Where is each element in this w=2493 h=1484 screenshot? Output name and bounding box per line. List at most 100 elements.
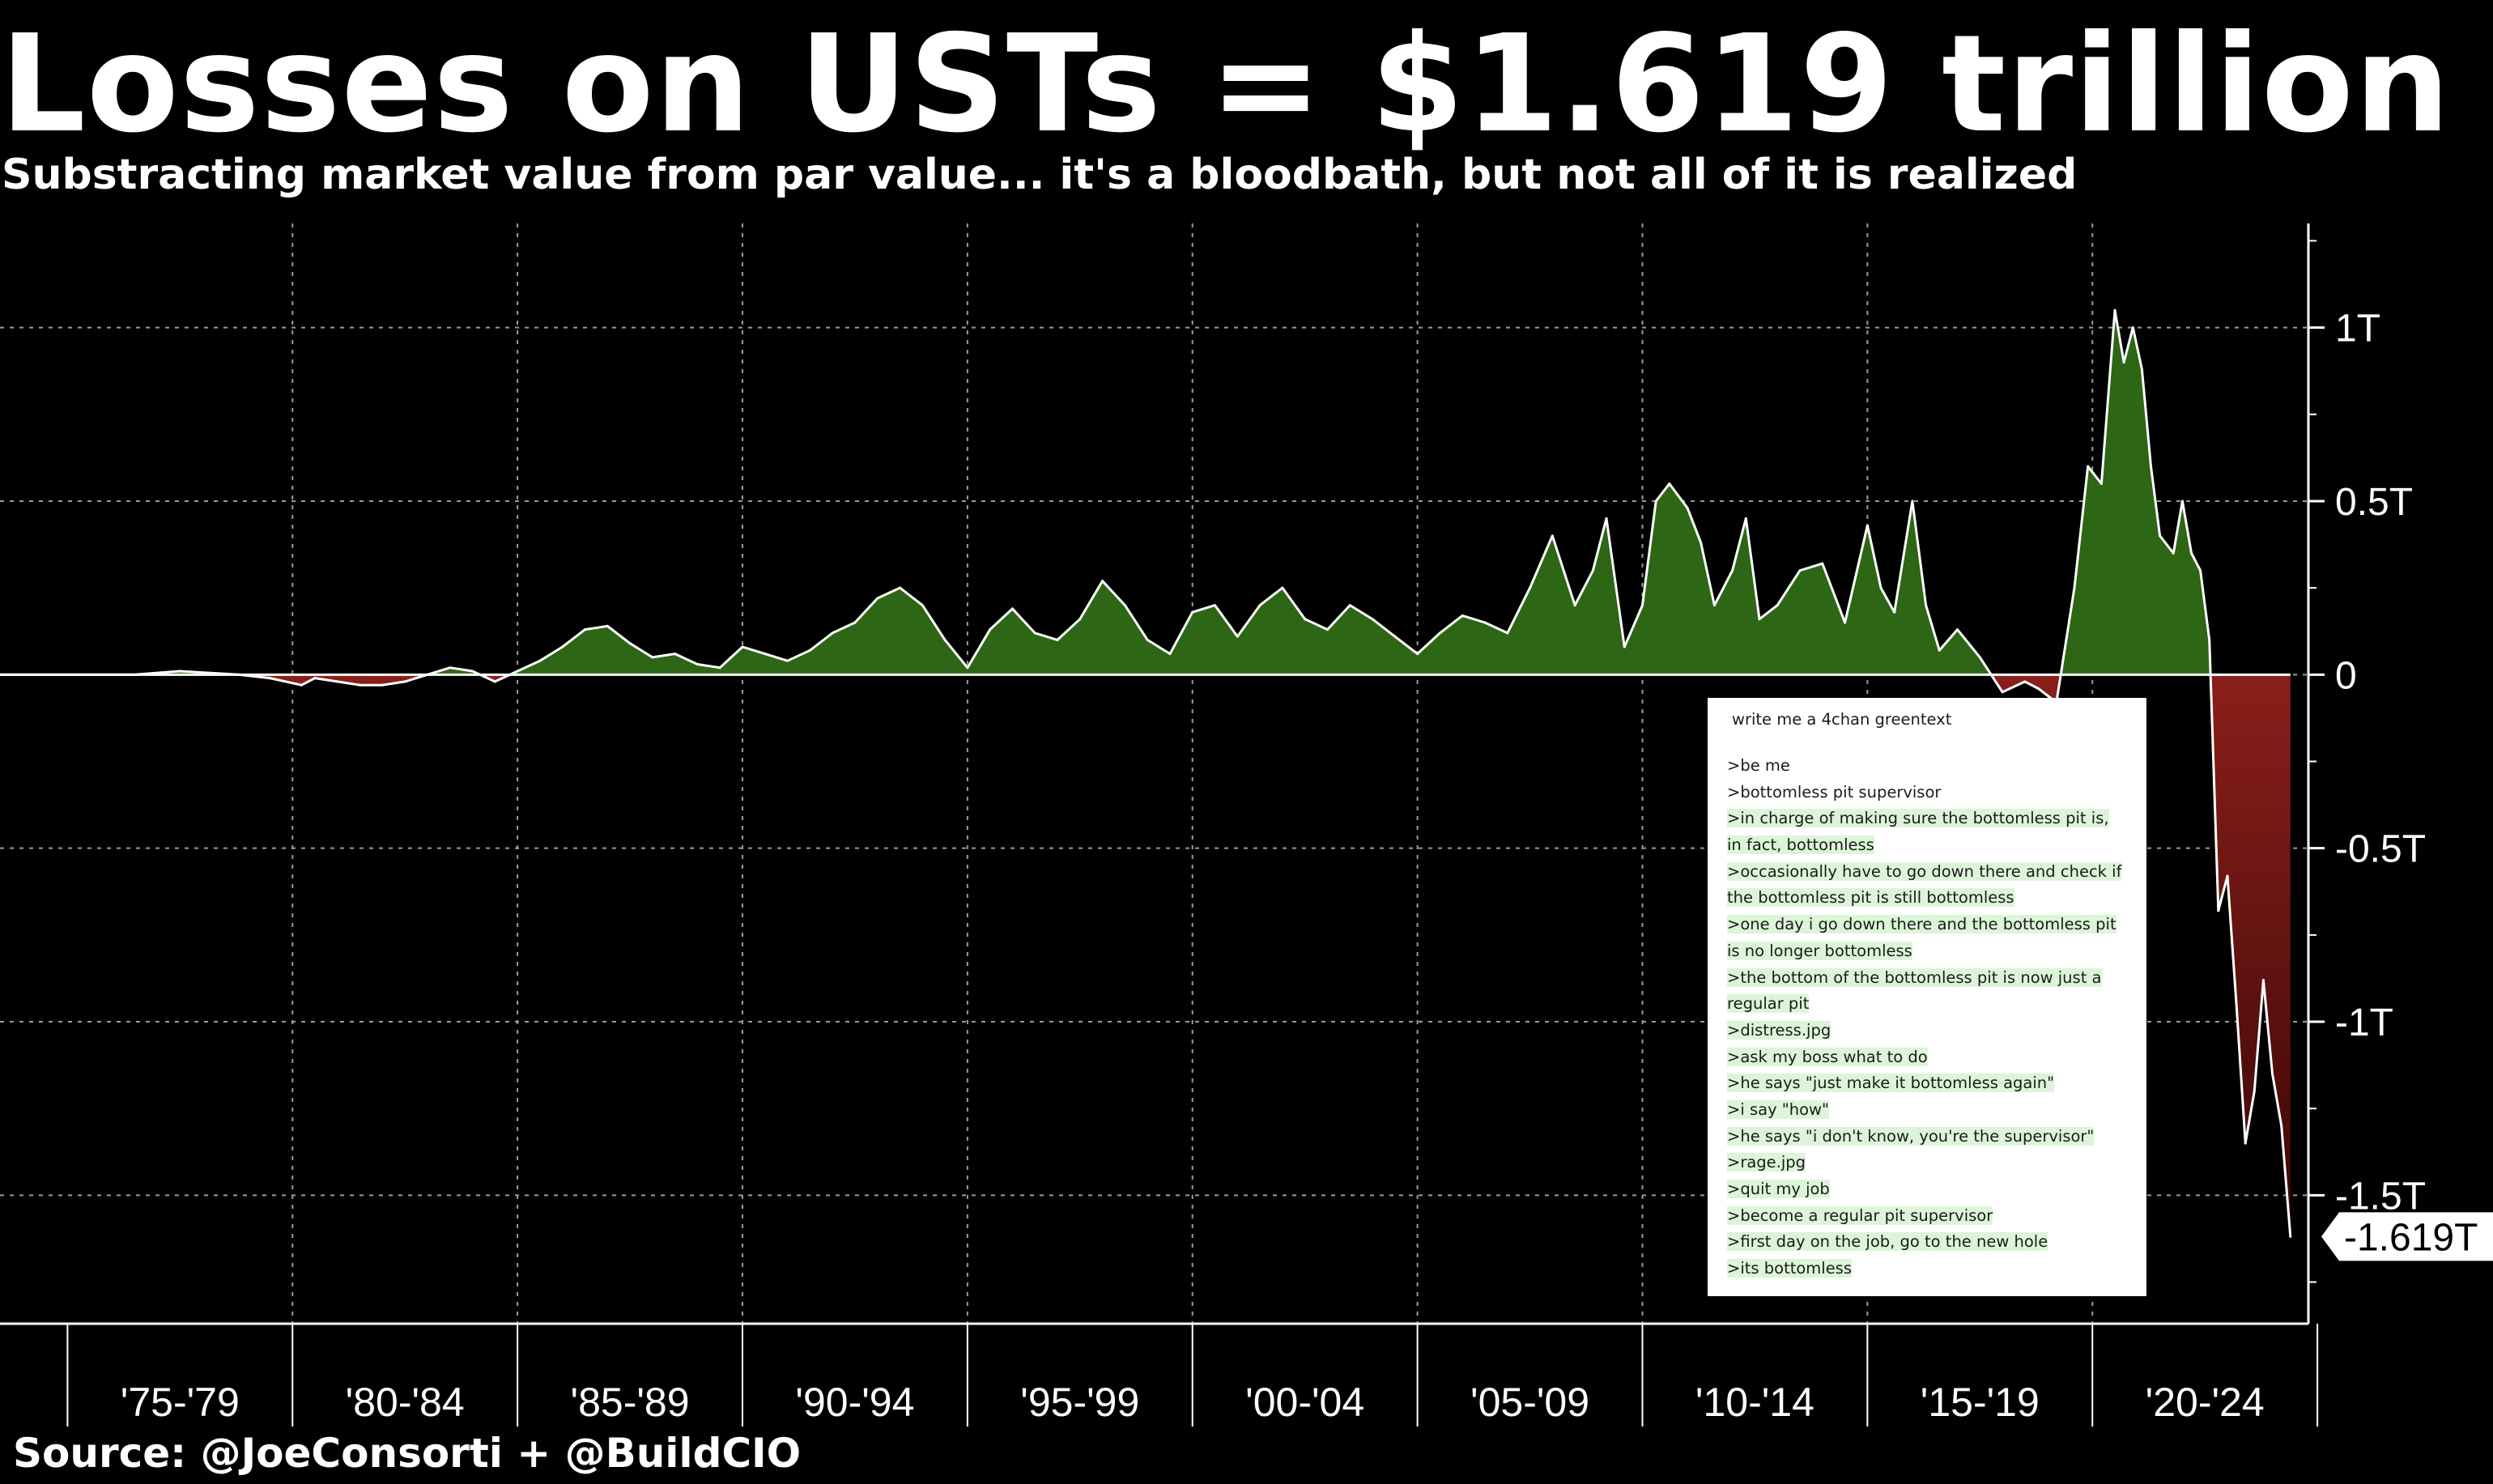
greentext-line: >its bottomless: [1727, 1256, 2130, 1282]
y-tick-label: 0.5T: [2335, 481, 2413, 524]
data-point: [651, 656, 654, 659]
greentext-line: >become a regular pit supervisor: [1727, 1203, 2130, 1230]
data-point: [2244, 1142, 2247, 1145]
greentext-line-text: >first day on the job, go to the new hol…: [1727, 1232, 2048, 1252]
y-tick-label: 0: [2335, 654, 2357, 697]
data-point: [1591, 569, 1594, 572]
data-point: [538, 659, 542, 662]
data-point: [764, 653, 767, 656]
greentext-line: >first day on the job, go to the new hol…: [1727, 1229, 2130, 1256]
data-point: [2140, 368, 2143, 371]
axes: [0, 223, 2325, 1427]
greentext-line-text: >he says "just make it bottomless again": [1727, 1074, 2055, 1093]
data-point: [1686, 507, 1689, 510]
x-category-label: '10-'14: [1695, 1380, 1814, 1425]
data-point: [2159, 534, 2162, 538]
greentext-line: >ask my boss what to do: [1727, 1044, 2130, 1071]
data-point: [2131, 326, 2134, 330]
chart-subtitle: Substracting market value from par value…: [2, 151, 2078, 199]
last-value-tag: [2321, 1212, 2493, 1261]
data-point: [606, 624, 609, 627]
data-point: [1461, 614, 1464, 617]
data-point: [696, 662, 699, 665]
data-point: [786, 659, 789, 662]
data-point: [831, 631, 834, 635]
greentext-line: >in charge of making sure the bottomless…: [1727, 806, 2130, 832]
data-point: [2087, 465, 2090, 468]
greentext-prompt: write me a 4chan greentext: [1732, 710, 1952, 729]
data-point: [1640, 604, 1644, 607]
greentext-line: >bottomless pit supervisor: [1727, 780, 2130, 806]
greentext-line-text: >its bottomless: [1727, 1259, 1853, 1278]
greentext-line-text: >ask my boss what to do: [1727, 1047, 1928, 1066]
data-point: [2073, 586, 2076, 589]
greentext-line-text: >bottomless pit supervisor: [1727, 782, 1942, 802]
greentext-line-text: >in charge of making sure the bottomless…: [1727, 809, 2109, 828]
data-point: [2235, 1003, 2238, 1006]
data-point: [1371, 618, 1374, 621]
data-point: [1573, 604, 1576, 607]
data-point: [718, 666, 721, 670]
data-point: [2226, 874, 2229, 878]
data-point: [899, 586, 902, 589]
data-point: [426, 673, 429, 676]
x-category-label: '15-'19: [1921, 1380, 2040, 1425]
data-point: [1348, 604, 1351, 607]
x-category-label: '05-'09: [1470, 1380, 1589, 1425]
data-point: [1938, 648, 1941, 652]
data-point: [0, 673, 2, 676]
data-point: [1146, 638, 1149, 641]
data-point: [2217, 909, 2220, 912]
greentext-line: is no longer bottomless: [1727, 938, 2130, 965]
data-point: [1506, 631, 1509, 635]
data-point: [1304, 618, 1307, 621]
data-point: [2199, 569, 2202, 572]
y-tick-label: -0.5T: [2335, 828, 2426, 871]
data-point: [583, 628, 586, 631]
data-point: [1236, 635, 1239, 638]
greentext-line-text: the bottomless pit is still bottomless: [1727, 888, 2014, 908]
greentext-line-text: >rage.jpg: [1727, 1153, 1806, 1172]
data-point: [471, 670, 474, 673]
data-point: [1712, 604, 1716, 607]
data-point: [178, 670, 181, 673]
greentext-lines: >be me >bottomless pit supervisor >in char…: [1727, 753, 2130, 1282]
data-point: [1744, 517, 1747, 520]
data-point: [1623, 645, 1626, 648]
data-point: [134, 673, 137, 676]
data-point: [336, 680, 339, 683]
x-category-label: '80-'84: [346, 1380, 465, 1425]
gain-area: [0, 310, 2291, 675]
data-point: [1325, 628, 1329, 631]
greentext-line-text: is no longer bottomless: [1727, 941, 1912, 960]
greentext-line: >i say "how": [1727, 1097, 2130, 1124]
data-point: [2289, 1235, 2292, 1238]
data-point: [381, 683, 384, 687]
data-point: [561, 645, 564, 648]
data-point: [2037, 687, 2040, 690]
data-point: [300, 683, 303, 687]
series-line-path: [0, 308, 2292, 1237]
data-point: [1214, 604, 1217, 607]
x-category-label: '00-'04: [1245, 1380, 1364, 1425]
greentext-overlay: write me a 4chan greentext >be me >bottom…: [1708, 698, 2146, 1296]
data-point: [313, 677, 317, 680]
data-point: [1893, 610, 1896, 614]
data-point: [1168, 653, 1172, 656]
data-point: [1700, 541, 1703, 544]
y-tick-label: -1T: [2335, 1001, 2393, 1044]
greentext-line-text: >i say "how": [1727, 1099, 1829, 1119]
data-point: [1416, 653, 1419, 656]
greentext-line-text: >occasionally have to go down there and …: [1727, 861, 2122, 881]
data-point: [1281, 586, 1284, 589]
source-note: Source: @JoeConsorti + @BuildCIO: [13, 1430, 802, 1477]
data-point: [2180, 500, 2184, 503]
greentext-line-text: >be me: [1727, 756, 1790, 775]
data-point: [2172, 551, 2175, 555]
data-point: [966, 666, 969, 670]
data-point: [1776, 604, 1779, 607]
greentext-line: >be me: [1727, 753, 2130, 780]
data-point: [1191, 610, 1194, 614]
axis-labels: 1T 0.5T 0 -0.5T -1T -1.5T '75-'79 '80-'84 '85-'8…: [121, 308, 2493, 1425]
data-point: [2208, 638, 2211, 641]
